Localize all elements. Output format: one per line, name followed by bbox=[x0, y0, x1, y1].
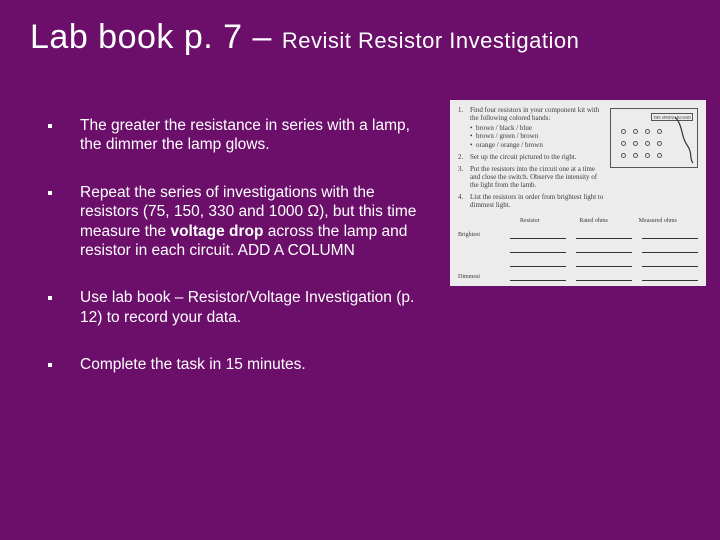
diagram-circle-icon bbox=[657, 129, 662, 134]
row-label: Brightest bbox=[458, 232, 510, 238]
blank-line bbox=[510, 245, 566, 253]
bullet-dot-icon bbox=[48, 124, 52, 128]
diagram-circle-icon bbox=[621, 153, 626, 158]
diagram-circle-icon bbox=[657, 153, 662, 158]
worksheet-step: 3. Put the resistors into the circuit on… bbox=[458, 165, 606, 189]
diagram-circle-icon bbox=[633, 153, 638, 158]
bullet-dot-icon bbox=[48, 363, 52, 367]
diagram-circle-icon bbox=[633, 141, 638, 146]
blank-line bbox=[642, 273, 698, 281]
worksheet-step: 1. Find four resistors in your component… bbox=[458, 106, 606, 122]
blank-line bbox=[642, 245, 698, 253]
worksheet-instructions: 1. Find four resistors in your component… bbox=[458, 106, 606, 211]
worksheet-diagram-box: THE SPRING BOARD bbox=[610, 108, 698, 168]
title-main: Lab book p. 7 – bbox=[30, 18, 282, 56]
worksheet-sub: •orange / orange / brown bbox=[470, 141, 606, 149]
worksheet-image: 1. Find four resistors in your component… bbox=[450, 100, 706, 286]
worksheet-sub: •brown / green / brown bbox=[470, 132, 606, 140]
blank-line bbox=[642, 259, 698, 267]
diagram-curve-icon bbox=[673, 115, 697, 165]
blank-line bbox=[576, 245, 632, 253]
bullet-dot-icon bbox=[48, 191, 52, 195]
worksheet-table-row bbox=[458, 256, 698, 270]
slide-title: Lab book p. 7 – Revisit Resistor Investi… bbox=[30, 18, 579, 57]
worksheet-table-rows: Brightest Dimmest bbox=[458, 228, 698, 284]
bullet-dot-icon bbox=[48, 296, 52, 300]
worksheet-table-row: Brightest bbox=[458, 228, 698, 242]
diagram-circle-icon bbox=[621, 129, 626, 134]
title-sub: Revisit Resistor Investigation bbox=[282, 28, 579, 53]
blank-line bbox=[510, 273, 566, 281]
blank-line bbox=[576, 273, 632, 281]
diagram-circle-icon bbox=[645, 153, 650, 158]
blank-line bbox=[576, 231, 632, 239]
worksheet-step: 4. List the resistors in order from brig… bbox=[458, 193, 606, 209]
worksheet-table-row bbox=[458, 242, 698, 256]
bullet-text: Complete the task in 15 minutes. bbox=[80, 355, 306, 374]
bullet-text: The greater the resistance in series wit… bbox=[80, 116, 418, 155]
worksheet-table-row: Dimmest bbox=[458, 270, 698, 284]
bullet-item: The greater the resistance in series wit… bbox=[48, 116, 418, 155]
worksheet-sub: •brown / black / blue bbox=[470, 124, 606, 132]
worksheet-table-headers: Resistor Rated ohms Measured ohms bbox=[470, 218, 698, 224]
bullet-item: Repeat the series of investigations with… bbox=[48, 183, 418, 261]
bullet-text: Repeat the series of investigations with… bbox=[80, 183, 418, 261]
bullet-text: Use lab book – Resistor/Voltage Investig… bbox=[80, 288, 418, 327]
blank-line bbox=[642, 231, 698, 239]
worksheet-step: 2. Set up the circuit pictured to the ri… bbox=[458, 153, 606, 161]
diagram-circle-icon bbox=[633, 129, 638, 134]
blank-line bbox=[510, 231, 566, 239]
bullet-item: Use lab book – Resistor/Voltage Investig… bbox=[48, 288, 418, 327]
row-label: Dimmest bbox=[458, 274, 510, 280]
diagram-circle-icon bbox=[645, 129, 650, 134]
diagram-circle-icon bbox=[645, 141, 650, 146]
diagram-circle-icon bbox=[657, 141, 662, 146]
blank-line bbox=[510, 259, 566, 267]
bullet-item: Complete the task in 15 minutes. bbox=[48, 355, 418, 374]
blank-line bbox=[576, 259, 632, 267]
diagram-circle-icon bbox=[621, 141, 626, 146]
bullet-list: The greater the resistance in series wit… bbox=[48, 116, 418, 402]
